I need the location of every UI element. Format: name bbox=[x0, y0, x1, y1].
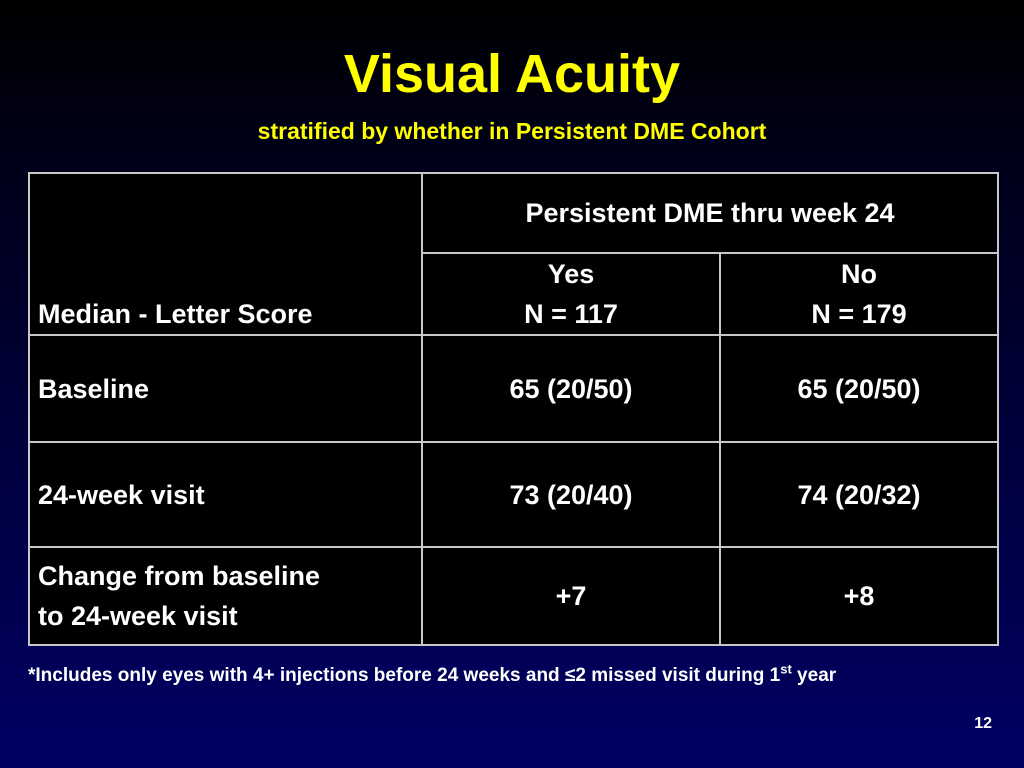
group-header-cell: Persistent DME thru week 24 bbox=[420, 172, 1000, 254]
table-row: Baseline 65 (20/50) 65 (20/50) bbox=[28, 334, 1000, 443]
footnote-superscript: st bbox=[780, 661, 792, 677]
table-row: 24-week visit 73 (20/40) 74 (20/32) bbox=[28, 441, 1000, 548]
cell-24-week-no: 74 (20/32) bbox=[718, 441, 1000, 548]
group-header-label: Persistent DME thru week 24 bbox=[525, 198, 895, 228]
column-label-no: No bbox=[841, 259, 877, 289]
visual-acuity-table: Median - Letter Score Persistent DME thr… bbox=[28, 172, 1000, 646]
row-header-label: Median - Letter Score bbox=[38, 299, 313, 329]
cell-24-week-yes: 73 (20/40) bbox=[421, 441, 721, 548]
column-n-yes: N = 117 bbox=[524, 299, 618, 329]
cell-baseline-no: 65 (20/50) bbox=[718, 334, 1000, 443]
row-label-24-week: 24-week visit bbox=[28, 441, 423, 548]
footnote-main: *Includes only eyes with 4+ injections b… bbox=[28, 665, 781, 686]
table-row: Change from baseline to 24-week visit +7… bbox=[28, 546, 1000, 646]
row-label-change-line2: to 24-week visit bbox=[38, 601, 238, 631]
page-number: 12 bbox=[974, 715, 992, 732]
row-label-baseline: Baseline bbox=[28, 334, 423, 443]
table-header-row-group: Median - Letter Score Persistent DME thr… bbox=[28, 172, 1000, 336]
column-label-yes: Yes bbox=[547, 259, 595, 289]
footnote: *Includes only eyes with 4+ injections b… bbox=[28, 662, 1008, 690]
column-header-yes: Yes N = 117 bbox=[421, 252, 721, 336]
column-n-no: N = 179 bbox=[811, 299, 907, 329]
column-header-no: No N = 179 bbox=[718, 252, 1000, 336]
table-header-row-columns: Yes N = 117 No N = 179 bbox=[29, 252, 1000, 336]
row-label-change: Change from baseline to 24-week visit bbox=[28, 546, 423, 646]
slide-subtitle: stratified by whether in Persistent DME … bbox=[257, 118, 767, 144]
cell-change-yes: +7 bbox=[421, 546, 721, 646]
cell-baseline-yes: 65 (20/50) bbox=[421, 334, 721, 443]
slide-title: Visual Acuity bbox=[343, 44, 681, 104]
row-header-cell: Median - Letter Score bbox=[28, 172, 423, 336]
row-label-change-line1: Change from baseline bbox=[38, 561, 321, 591]
footnote-tail: year bbox=[791, 665, 837, 686]
cell-change-no: +8 bbox=[718, 546, 1000, 646]
